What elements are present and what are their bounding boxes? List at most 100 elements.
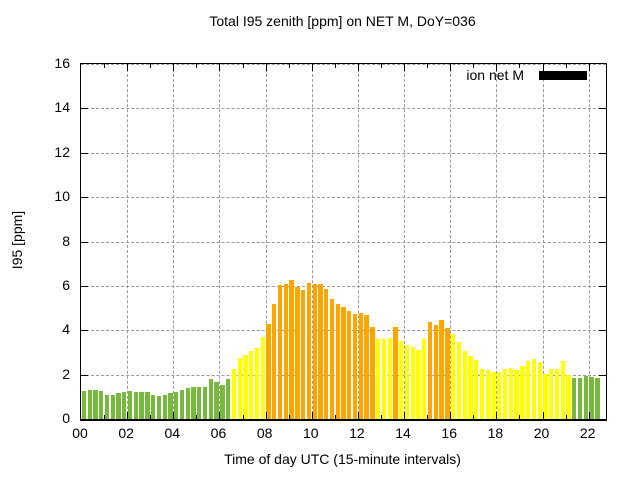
y-tick-label: 12 bbox=[54, 143, 70, 160]
y-tick-label: 8 bbox=[62, 232, 70, 249]
bar bbox=[179, 390, 185, 419]
x-tick-label: 04 bbox=[164, 425, 181, 441]
bar bbox=[560, 361, 565, 419]
bar bbox=[266, 323, 271, 419]
x-tick-top bbox=[404, 64, 406, 71]
legend-swatch bbox=[539, 70, 587, 80]
bar bbox=[104, 394, 110, 419]
bar bbox=[479, 369, 485, 419]
bar bbox=[283, 283, 289, 419]
bar bbox=[410, 346, 415, 419]
x-tick-bottom bbox=[219, 412, 221, 419]
bar bbox=[468, 355, 473, 419]
bar bbox=[174, 392, 179, 419]
y-gridline bbox=[81, 197, 606, 199]
y-tick-left bbox=[81, 197, 88, 199]
bar bbox=[168, 393, 173, 419]
bar bbox=[277, 284, 283, 419]
x-tick-label: 22 bbox=[579, 425, 596, 441]
bar bbox=[352, 313, 358, 419]
x-tick-bottom bbox=[473, 415, 475, 419]
bar bbox=[318, 283, 323, 419]
bar bbox=[335, 303, 340, 419]
y-gridline bbox=[81, 152, 606, 154]
bar bbox=[341, 306, 346, 419]
bar bbox=[295, 286, 300, 419]
y-tick-left bbox=[81, 241, 88, 243]
x-tick-label: 12 bbox=[349, 425, 365, 441]
bar bbox=[531, 359, 537, 419]
x-tick-label: 10 bbox=[302, 425, 319, 441]
x-tick-bottom bbox=[288, 415, 290, 419]
bar bbox=[404, 344, 410, 419]
x-tick-bottom bbox=[519, 415, 521, 419]
y-tick-label: 0 bbox=[62, 410, 70, 426]
y-tick-right bbox=[599, 197, 606, 199]
legend: ion net M bbox=[466, 67, 587, 83]
x-tick-top bbox=[219, 64, 221, 71]
y-gridline bbox=[81, 64, 606, 65]
bar bbox=[583, 375, 589, 419]
bar bbox=[439, 320, 444, 419]
x-tick-bottom bbox=[565, 415, 567, 419]
bar bbox=[243, 354, 248, 419]
bar bbox=[214, 382, 219, 419]
bar bbox=[226, 379, 231, 419]
bar bbox=[329, 299, 335, 419]
bar bbox=[491, 372, 496, 419]
bar bbox=[589, 376, 594, 419]
x-tick-bottom bbox=[173, 412, 175, 419]
x-tick-bottom bbox=[427, 415, 429, 419]
bar bbox=[387, 338, 392, 419]
bar bbox=[301, 290, 306, 419]
y-tick-label: 14 bbox=[54, 99, 70, 116]
y-gridline bbox=[81, 241, 606, 243]
bar bbox=[508, 367, 514, 419]
bar bbox=[347, 311, 352, 419]
x-tick-top bbox=[542, 64, 544, 71]
plot-area: ion net M bbox=[80, 63, 607, 421]
x-tick-top bbox=[265, 64, 267, 71]
x-tick-top bbox=[473, 64, 475, 68]
bar bbox=[151, 394, 156, 419]
y-tick-right bbox=[599, 330, 606, 332]
x-tick-top bbox=[196, 64, 198, 68]
x-tick-bottom bbox=[150, 415, 152, 419]
y-tick-right bbox=[599, 241, 606, 243]
x-tick-top bbox=[173, 64, 175, 71]
y-tick-right bbox=[599, 374, 606, 376]
bar bbox=[133, 392, 139, 419]
bar bbox=[202, 386, 208, 419]
y-tick-left bbox=[81, 152, 88, 154]
bar bbox=[237, 357, 242, 419]
x-tick-label: 02 bbox=[118, 425, 134, 441]
x-tick-top bbox=[588, 64, 590, 71]
bar bbox=[306, 282, 312, 419]
y-axis-label: I95 [ppm] bbox=[9, 210, 25, 270]
bar bbox=[393, 326, 398, 419]
x-tick-top bbox=[565, 64, 567, 68]
bar bbox=[422, 339, 427, 419]
bar bbox=[116, 393, 121, 419]
bar bbox=[376, 339, 381, 419]
bar bbox=[139, 392, 144, 419]
x-tick-bottom bbox=[196, 415, 198, 419]
bar bbox=[595, 377, 600, 419]
bar bbox=[433, 324, 439, 419]
x-tick-top bbox=[519, 64, 521, 68]
bar bbox=[197, 386, 202, 419]
x-tick-bottom bbox=[334, 415, 336, 419]
bar bbox=[122, 392, 127, 419]
bar bbox=[485, 370, 490, 419]
bar bbox=[208, 379, 214, 419]
bar bbox=[445, 328, 450, 419]
bar bbox=[185, 387, 190, 419]
x-tick-bottom bbox=[265, 412, 267, 419]
y-tick-left bbox=[81, 374, 88, 376]
bar bbox=[156, 395, 162, 419]
y-tick-label: 10 bbox=[54, 188, 70, 205]
bar bbox=[254, 348, 260, 419]
y-tick-right bbox=[599, 108, 606, 110]
bar bbox=[462, 351, 467, 419]
bar bbox=[162, 394, 167, 419]
